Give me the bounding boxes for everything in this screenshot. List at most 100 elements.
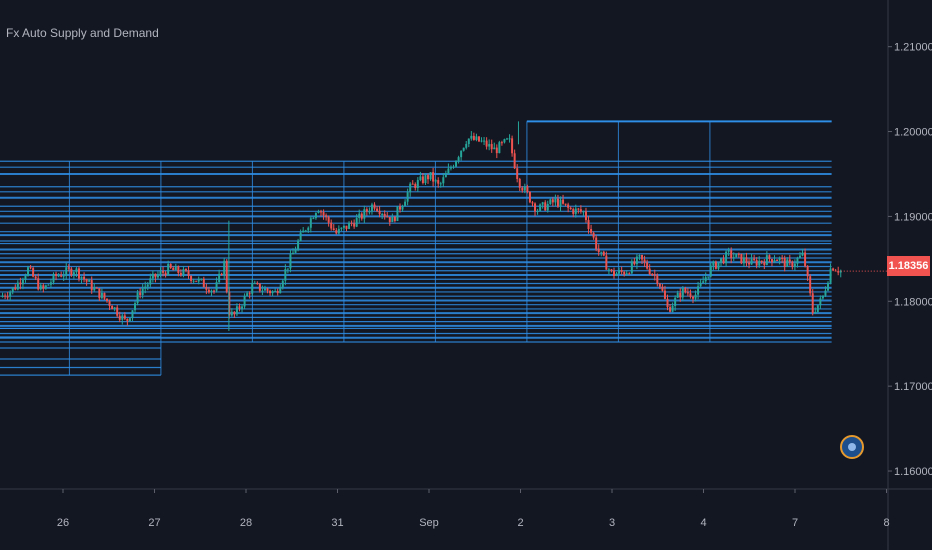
candle-body xyxy=(490,144,493,150)
candle-body xyxy=(241,306,244,309)
candle-body xyxy=(674,297,677,307)
candle-body xyxy=(332,228,335,231)
candle-body xyxy=(462,147,465,151)
candle-body xyxy=(483,140,486,142)
time-tick-label: 31 xyxy=(331,517,343,529)
candle-body xyxy=(154,273,157,278)
candle-body xyxy=(169,264,172,268)
candle-body xyxy=(11,287,14,292)
candle-body xyxy=(162,271,165,273)
current-price-badge: 1.18356 xyxy=(887,256,930,276)
candle-body xyxy=(702,281,705,283)
candle-body xyxy=(569,207,572,210)
candle-body xyxy=(536,210,539,212)
candle-body xyxy=(103,292,106,299)
candle-body xyxy=(534,203,537,212)
candle-body xyxy=(116,307,119,316)
candle-body xyxy=(207,289,210,293)
candle-body xyxy=(151,273,154,279)
candle-body xyxy=(776,259,779,261)
candle-body xyxy=(386,216,389,218)
candle-body xyxy=(233,311,236,315)
candle-body xyxy=(286,268,289,270)
candle-body xyxy=(704,277,707,282)
candle-body xyxy=(442,177,445,184)
candle-body xyxy=(732,257,735,259)
candle-body xyxy=(274,291,277,293)
candle-body xyxy=(276,291,279,294)
candle-body xyxy=(174,266,177,271)
candle-body xyxy=(205,287,208,290)
candle-body xyxy=(365,209,368,212)
candle-body xyxy=(263,288,266,291)
candle-body xyxy=(111,305,114,310)
candle-body xyxy=(663,290,666,299)
candle-body xyxy=(197,278,200,282)
candle-body xyxy=(396,206,399,221)
candle-body xyxy=(126,318,129,322)
candle-body xyxy=(488,144,491,147)
candle-body xyxy=(646,262,649,269)
candle-body xyxy=(516,168,519,179)
candle-body xyxy=(225,260,228,292)
candle-body xyxy=(707,276,710,278)
time-tick-label: 27 xyxy=(148,517,160,529)
broker-logo-icon[interactable] xyxy=(840,435,864,459)
candle-body xyxy=(758,260,761,266)
candle-body xyxy=(190,276,193,281)
candle-body xyxy=(793,263,796,267)
candle-body xyxy=(393,216,396,221)
candle-body xyxy=(658,283,661,287)
candle-body xyxy=(816,305,819,312)
candle-body xyxy=(730,250,733,259)
time-tick-label: Sep xyxy=(419,517,439,529)
candle-body xyxy=(353,223,356,227)
candle-body xyxy=(748,262,751,265)
candle-body xyxy=(610,269,613,271)
candle-body xyxy=(638,255,641,257)
candle-body xyxy=(246,293,249,297)
candle-body xyxy=(335,230,338,234)
candle-body xyxy=(615,273,618,276)
candle-body xyxy=(67,267,70,269)
candle-body xyxy=(401,206,404,210)
candle-body xyxy=(149,278,152,285)
candle-body xyxy=(804,252,807,267)
candle-body xyxy=(348,222,351,229)
candle-body xyxy=(144,286,147,289)
candle-body xyxy=(720,258,723,263)
candle-body xyxy=(495,147,498,154)
time-tick-label: 8 xyxy=(883,517,889,529)
candle-body xyxy=(773,259,776,263)
candle-body xyxy=(528,191,531,203)
candle-body xyxy=(809,276,812,294)
candle-body xyxy=(29,267,32,269)
candle-body xyxy=(256,283,259,285)
candle-body xyxy=(248,293,251,295)
candle-body xyxy=(47,284,50,286)
candle-body xyxy=(691,296,694,299)
candle-body xyxy=(409,183,412,193)
candle-body xyxy=(505,138,508,140)
candle-body xyxy=(584,211,587,221)
candle-body xyxy=(284,269,287,281)
candle-body xyxy=(121,315,124,320)
candle-body xyxy=(753,258,756,261)
candle-body xyxy=(613,270,616,276)
candle-body xyxy=(200,278,203,280)
candle-body xyxy=(271,291,274,294)
candle-body xyxy=(34,276,37,279)
candle-body xyxy=(699,282,702,287)
candle-body xyxy=(106,298,109,302)
candle-body xyxy=(455,161,458,167)
candle-body xyxy=(62,275,65,277)
candle-body xyxy=(218,273,221,283)
candle-body xyxy=(419,176,422,181)
candle-body xyxy=(755,260,758,266)
candle-body xyxy=(269,290,272,294)
candle-body xyxy=(694,294,697,299)
candle-body xyxy=(541,202,544,205)
candle-body xyxy=(330,222,333,229)
